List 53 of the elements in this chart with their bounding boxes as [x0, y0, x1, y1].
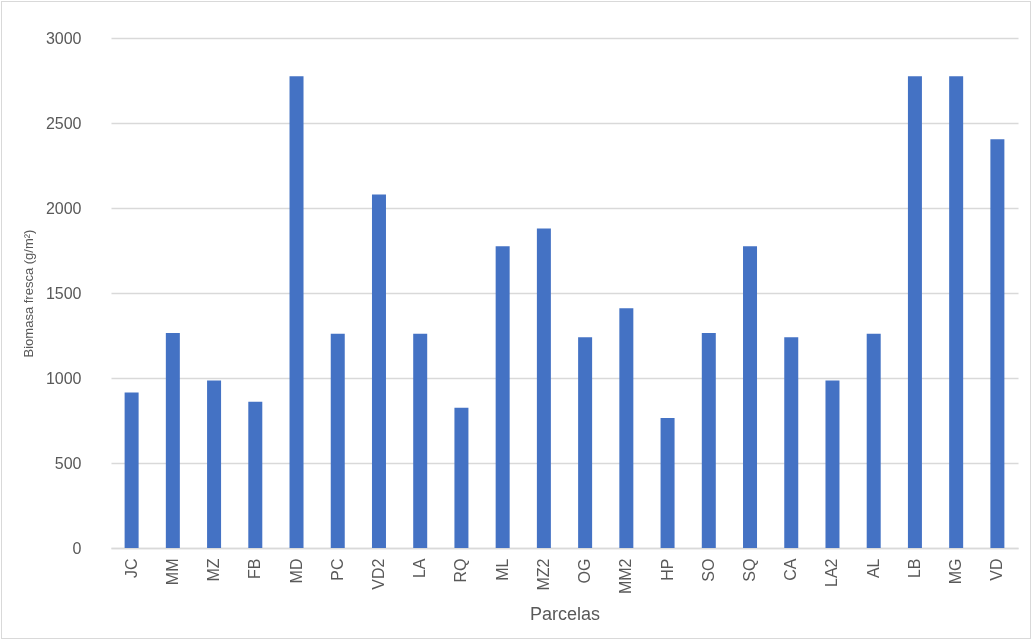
bar [371, 194, 386, 548]
y-tick-label: 2500 [45, 114, 82, 132]
y-tick-label: 1000 [45, 369, 82, 387]
bar [825, 380, 840, 548]
y-tick-label: 500 [54, 454, 82, 472]
bar [866, 333, 881, 548]
x-tick-label: MG [947, 558, 965, 585]
bar [289, 76, 304, 548]
bar [454, 407, 469, 548]
bar [536, 228, 551, 548]
bar [701, 332, 716, 548]
bar [124, 392, 139, 548]
bar [907, 76, 922, 548]
bar [207, 380, 222, 548]
x-tick-label: MD [287, 558, 305, 584]
bar [784, 337, 799, 548]
bar [165, 332, 180, 548]
y-tick-label: 1500 [45, 284, 82, 302]
y-tick-label: 2000 [45, 199, 82, 217]
x-tick-label: MM2 [617, 558, 635, 595]
x-tick-label: CA [782, 558, 800, 581]
x-tick-label: SQ [741, 558, 759, 582]
bar [660, 417, 675, 548]
x-tick-label: AL [864, 558, 882, 579]
bar [619, 308, 634, 548]
x-tick-label: HP [658, 558, 676, 581]
x-tick-label: FB [246, 558, 264, 579]
x-tick-label: MZ [205, 558, 223, 582]
x-tick-label: VD [988, 558, 1006, 581]
x-tick-label: LA2 [823, 558, 841, 587]
bar [495, 246, 510, 548]
y-tick-label: 3000 [45, 29, 82, 47]
x-tick-label: LA [411, 558, 429, 579]
bar [413, 333, 428, 548]
x-tick-label: PC [328, 558, 346, 581]
x-tick-label: OG [576, 558, 594, 584]
bar [990, 139, 1005, 548]
y-axis-title: Biomasa fresca (g/m²) [20, 229, 36, 358]
x-tick-label: MM [163, 558, 181, 586]
x-tick-label: SO [699, 558, 717, 582]
x-tick-label: VD2 [369, 558, 387, 590]
x-tick-label: MZ2 [534, 558, 552, 591]
bar [743, 246, 758, 548]
x-tick-label: ML [493, 558, 511, 581]
bar [578, 337, 593, 548]
x-tick-label: RQ [452, 558, 470, 583]
y-tick-label: 0 [72, 539, 82, 557]
x-tick-label: JC [122, 558, 140, 579]
bar [248, 401, 263, 548]
x-tick-label: LB [905, 558, 923, 579]
bar [949, 76, 964, 548]
x-axis-title: Parcelas [529, 604, 601, 625]
bar [330, 333, 345, 548]
